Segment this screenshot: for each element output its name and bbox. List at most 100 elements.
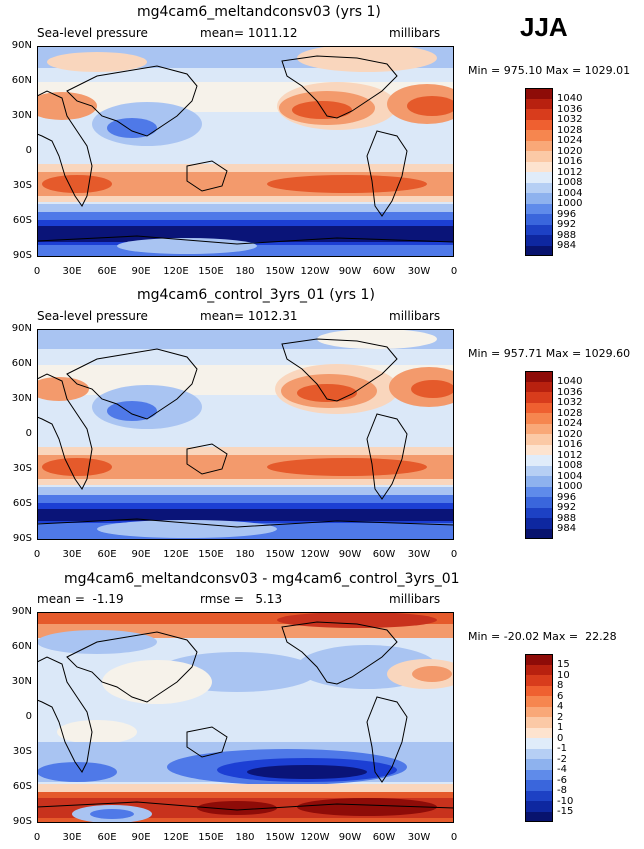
colorbar-label: -4 [557, 764, 567, 775]
panel1-lon-label: 0 [33, 266, 41, 277]
panel1-units-label: millibars [389, 26, 441, 40]
panel2-lon-label: 150E [198, 549, 224, 560]
colorbar-label: 1 [557, 722, 564, 733]
colorbar-label: 15 [557, 659, 570, 670]
panel2-lon-label: 90W [338, 549, 362, 560]
colorbar-label: 1020 [557, 428, 583, 440]
panel1-lat-label: 60S [12, 215, 32, 226]
colorbar-label: 1036 [557, 103, 583, 115]
panel2-lon-label: 0 [450, 549, 458, 560]
colorbar-swatch [525, 748, 553, 759]
colorbar-swatch [525, 706, 553, 717]
panel2-lon-label: 30W [407, 549, 431, 560]
colorbar-label: -1 [557, 743, 567, 754]
colorbar-swatch [525, 717, 553, 728]
panel3-lat-label: 60N [11, 641, 32, 652]
colorbar-label: 1000 [557, 198, 583, 209]
panel2-lat-label: 30S [12, 463, 32, 474]
panel3-lon-label: 0 [33, 832, 41, 843]
panel1-lat-label: 30N [11, 110, 32, 121]
panel2-colorbar-labels: 1040 1036 1032 1028 1024 1020 1016 1012 … [557, 376, 582, 534]
panel2-map [37, 329, 454, 540]
panel3-map [37, 612, 454, 823]
panel1-map [37, 46, 454, 257]
colorbar-swatch [525, 224, 553, 235]
colorbar-swatch [525, 413, 553, 424]
colorbar-swatch [525, 727, 553, 738]
colorbar-swatch [525, 109, 553, 120]
panel2-lon-label: 120E [163, 549, 189, 560]
colorbar-swatch [525, 801, 553, 812]
colorbar-swatch [525, 151, 553, 162]
panel2-units-label: millibars [389, 309, 441, 323]
panel3-lat-label: 60S [12, 781, 32, 792]
colorbar-swatch [525, 780, 553, 791]
colorbar-swatch [525, 402, 553, 413]
panel3-mean-label: mean = -1.19 [37, 592, 124, 606]
colorbar-swatch [525, 476, 553, 487]
colorbar-label: 1000 [557, 481, 583, 492]
panel2-lat-label: 60S [12, 498, 32, 509]
panel3-lat-label: 90S [12, 816, 32, 827]
colorbar-label: 1040 [557, 376, 583, 387]
colorbar-swatch [525, 507, 553, 518]
colorbar-swatch [525, 193, 553, 204]
colorbar-swatch [525, 497, 553, 508]
panel3-lon-label: 180 [235, 832, 255, 843]
colorbar-label: 988 [557, 512, 577, 524]
panel1-lat-label: 30S [12, 180, 32, 191]
panel1-lon-label: 90W [338, 266, 362, 277]
colorbar-label: 1040 [557, 93, 583, 104]
colorbar-label: 984 [557, 523, 577, 534]
panel3-units-label: millibars [389, 592, 441, 606]
colorbar-swatch [525, 759, 553, 770]
colorbar-swatch [525, 182, 553, 193]
colorbar-swatch [525, 119, 553, 130]
panel2-lat-label: 60N [11, 358, 32, 369]
colorbar-swatch [525, 140, 553, 151]
panel1-lon-label: 120E [163, 266, 189, 277]
colorbar-swatch [525, 696, 553, 707]
colorbar-swatch [525, 790, 553, 801]
panel3-lon-label: 90W [338, 832, 362, 843]
panel2-lon-label: 180 [235, 549, 255, 560]
colorbar-swatch [525, 381, 553, 392]
panel3-lon-label: 120W [300, 832, 330, 843]
colorbar-swatch [525, 392, 553, 403]
panel2-minmax: Min = 957.71 Max = 1029.60 [468, 347, 631, 360]
season-label: JJA [520, 12, 568, 42]
panel2-lon-label: 60W [372, 549, 396, 560]
panel1-title: mg4cam6_meltandconsv03 (yrs 1) [137, 4, 381, 20]
panel2-lon-label: 150W [265, 549, 295, 560]
panel3-lon-label: 30E [62, 832, 82, 843]
colorbar-swatch [525, 528, 553, 539]
panel1-lon-label: 90E [131, 266, 151, 277]
colorbar-label: 1008 [557, 460, 583, 471]
colorbar-label: 992 [557, 502, 577, 513]
colorbar-label: 992 [557, 219, 577, 230]
panel1-minmax: Min = 975.10 Max = 1029.01 [468, 64, 631, 77]
panel1-lon-label: 30E [62, 266, 82, 277]
colorbar-label: 8 [557, 680, 564, 691]
colorbar-swatch [525, 738, 553, 749]
colorbar-label: 1032 [557, 397, 583, 408]
colorbar-label: 1028 [557, 407, 583, 419]
panel1-lon-label: 150W [265, 266, 295, 277]
colorbar-swatch [525, 245, 553, 256]
panel1-lon-label: 180 [235, 266, 255, 277]
colorbar-swatch [525, 130, 553, 141]
panel1-lon-label: 0 [450, 266, 458, 277]
colorbar-label: -15 [557, 806, 574, 817]
colorbar-swatch [525, 161, 553, 172]
panel1-lat-label: 90N [11, 40, 32, 51]
colorbar-label: 6 [557, 690, 564, 702]
panel3-rmse-label: rmse = 5.13 [200, 592, 283, 606]
colorbar-swatch [525, 203, 553, 214]
colorbar-swatch [525, 88, 553, 99]
panel2-variable-label: Sea-level pressure [37, 309, 148, 323]
colorbar-label: -10 [557, 795, 574, 807]
panel1-lon-label: 30W [407, 266, 431, 277]
panel2-colorbar [525, 371, 553, 539]
panel2-title: mg4cam6_control_3yrs_01 (yrs 1) [137, 287, 375, 303]
colorbar-label: 1004 [557, 187, 583, 199]
